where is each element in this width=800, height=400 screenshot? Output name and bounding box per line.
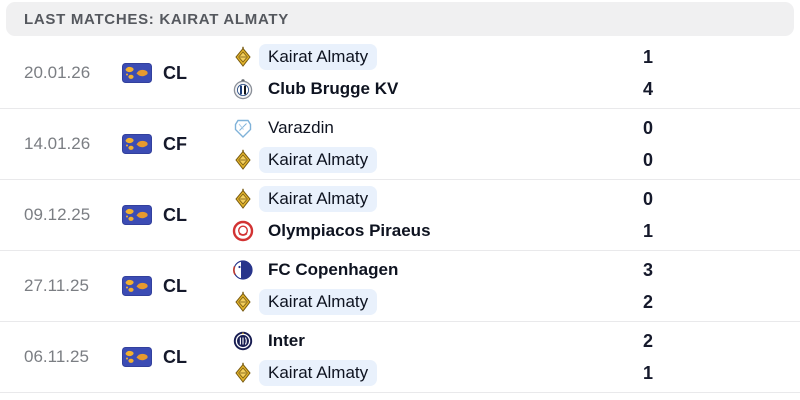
world-flag-icon: [122, 205, 152, 225]
fc-copenhagen-logo-icon: [232, 259, 254, 281]
team-score: 1: [642, 220, 653, 241]
team-name: FC Copenhagen: [268, 260, 399, 279]
team-line: Kairat Almaty 2: [232, 286, 800, 318]
world-flag-icon: [122, 276, 152, 296]
world-flag-icon: [122, 63, 152, 83]
match-row[interactable]: 09.12.25 CL Kairat Almaty 0 Olympiacos P…: [0, 180, 800, 251]
team-name: Olympiacos Piraeus: [268, 221, 431, 240]
competition-label: CF: [163, 133, 187, 154]
competition-cell: CL: [122, 205, 232, 226]
team-name: Varazdin: [268, 118, 334, 137]
team-score: 4: [642, 78, 653, 99]
teams-cell: Kairat Almaty 0 Olympiacos Piraeus 1: [232, 180, 800, 250]
kairat-almaty-logo-icon: [232, 46, 254, 68]
match-row[interactable]: 27.11.25 CL FC Copenhagen 3 Kairat Almat…: [0, 251, 800, 322]
world-flag-icon: [122, 347, 152, 367]
team-score: 2: [642, 330, 653, 351]
inter-logo-icon: [232, 330, 254, 352]
match-date: 27.11.25: [24, 276, 89, 295]
team-name: Kairat Almaty: [259, 44, 378, 70]
team-line: Club Brugge KV 4: [232, 73, 800, 105]
team-line: Kairat Almaty 1: [232, 41, 800, 73]
match-date: 14.01.26: [24, 134, 91, 153]
team-name: Kairat Almaty: [259, 289, 378, 315]
team-line: Kairat Almaty 1: [232, 357, 800, 389]
match-row[interactable]: 14.01.26 CF Varazdin 0 Kairat Almaty 0: [0, 109, 800, 180]
team-score: 3: [642, 259, 653, 280]
competition-cell: CL: [122, 347, 232, 368]
team-line: Kairat Almaty 0: [232, 144, 800, 176]
match-date: 09.12.25: [24, 205, 91, 224]
kairat-almaty-logo-icon: [232, 149, 254, 171]
olympiacos-logo-icon: [232, 220, 254, 242]
competition-label: CL: [163, 204, 187, 225]
match-row[interactable]: 06.11.25 CL Inter 2 Kairat Almaty 1: [0, 322, 800, 393]
team-name: Kairat Almaty: [259, 186, 378, 212]
teams-cell: Varazdin 0 Kairat Almaty 0: [232, 109, 800, 179]
club-brugge-logo-icon: [232, 78, 254, 100]
team-line: FC Copenhagen 3: [232, 254, 800, 286]
team-line: Kairat Almaty 0: [232, 183, 800, 215]
team-score: 2: [642, 291, 653, 312]
team-name: Inter: [268, 331, 305, 350]
team-score: 1: [642, 362, 653, 383]
teams-cell: FC Copenhagen 3 Kairat Almaty 2: [232, 251, 800, 321]
team-line: Varazdin 0: [232, 112, 800, 144]
kairat-almaty-logo-icon: [232, 362, 254, 384]
competition-label: CL: [163, 275, 187, 296]
competition-label: CL: [163, 346, 187, 367]
team-score: 0: [642, 188, 653, 209]
competition-label: CL: [163, 62, 187, 83]
competition-cell: CL: [122, 276, 232, 297]
match-date: 06.11.25: [24, 347, 89, 366]
team-score: 1: [642, 46, 653, 67]
team-line: Inter 2: [232, 325, 800, 357]
team-name: Kairat Almaty: [259, 360, 378, 386]
teams-cell: Inter 2 Kairat Almaty 1: [232, 322, 800, 392]
match-list: 20.01.26 CL Kairat Almaty 1 Club Brugge …: [0, 38, 800, 393]
team-line: Olympiacos Piraeus 1: [232, 215, 800, 247]
match-date: 20.01.26: [24, 63, 91, 82]
widget-title: LAST MATCHES: KAIRAT ALMATY: [24, 10, 289, 28]
kairat-almaty-logo-icon: [232, 188, 254, 210]
team-name: Kairat Almaty: [259, 147, 378, 173]
teams-cell: Kairat Almaty 1 Club Brugge KV 4: [232, 38, 800, 108]
team-score: 0: [642, 117, 653, 138]
match-row[interactable]: 20.01.26 CL Kairat Almaty 1 Club Brugge …: [0, 38, 800, 109]
kairat-almaty-logo-icon: [232, 291, 254, 313]
varazdin-logo-icon: [232, 117, 254, 139]
competition-cell: CL: [122, 63, 232, 84]
team-name: Club Brugge KV: [268, 79, 399, 98]
competition-cell: CF: [122, 134, 232, 155]
world-flag-icon: [122, 134, 152, 154]
team-score: 0: [642, 149, 653, 170]
widget-header: LAST MATCHES: KAIRAT ALMATY: [6, 2, 794, 36]
